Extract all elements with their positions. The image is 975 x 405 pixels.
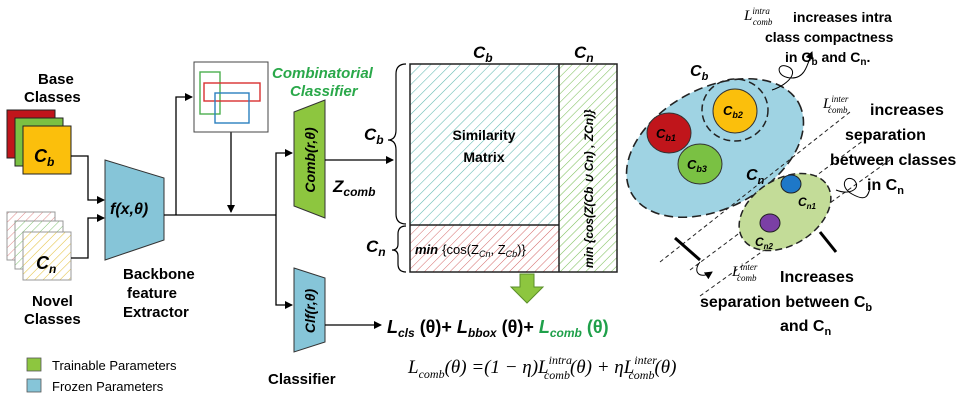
green-down-arrow <box>509 273 545 304</box>
matrix-col-cb: Cb <box>473 43 493 65</box>
legend-trainable-swatch <box>26 357 42 372</box>
cb2-label: Cb2 <box>723 103 743 120</box>
comb-block <box>293 99 326 219</box>
to-comb-arrow <box>275 149 293 215</box>
separation-bar-left <box>674 236 701 262</box>
cb-cluster-label: Cb <box>690 63 709 83</box>
inter-note-symbol: Linter comb <box>822 94 849 115</box>
inter-note-line3: between classes <box>830 152 956 169</box>
legend-frozen-label: Frozen Parameters <box>52 379 164 394</box>
intra-note-symbol: Lintra comb <box>743 6 773 27</box>
base-classes-label-1: Base <box>38 71 74 88</box>
legend-frozen-swatch <box>26 378 42 393</box>
cb2-boundary <box>701 78 769 142</box>
cb2-circle <box>712 88 758 134</box>
matrix-row-cb: Cb <box>364 125 384 147</box>
comb-title-2: Classifier <box>290 83 359 100</box>
cn2-dot <box>759 213 781 233</box>
base-card-label: Cb <box>34 146 54 169</box>
matrix-cb-block <box>410 64 559 225</box>
row-brace-cn <box>391 225 407 273</box>
cb3-label: Cb3 <box>687 157 707 174</box>
matrix-row-cn: Cn <box>366 237 386 259</box>
matrix-frame <box>409 63 618 273</box>
bottom-note-line3: and Cn <box>780 318 831 338</box>
matrix-cn-row-block <box>410 225 559 272</box>
matrix-cn-col-block <box>559 64 617 272</box>
cb1-circle <box>646 112 692 154</box>
cb1-label: Cb1 <box>656 126 676 143</box>
matrix-bottom-text: min {cos(ZCn, ZCb)} <box>415 242 527 259</box>
separation-bar-right <box>818 231 838 253</box>
to-clf-arrow <box>275 215 293 309</box>
backbone-caption-2: feature <box>127 285 177 302</box>
bottom-note-symbol: Linter comb <box>731 262 758 283</box>
legend-trainable-label: Trainable Parameters <box>52 358 177 373</box>
cb3-circle <box>677 143 723 185</box>
intra-curly-arrow <box>771 51 814 91</box>
bottom-note-line2: separation between Cb <box>700 294 872 314</box>
clf-block-label: Clf(r,θ) <box>302 288 318 333</box>
intra-note-line2: class compactness <box>765 29 894 45</box>
cn2-label: Cn2 <box>755 235 774 251</box>
loss-line: Lcls (θ)+ Lbbox (θ)+ Lcomb (θ) <box>387 317 609 340</box>
base-card-yellow <box>22 125 72 175</box>
novel-card-yellow <box>22 231 72 281</box>
proposal-box-red <box>203 82 261 102</box>
matrix-center-1: Similarity <box>452 127 515 143</box>
backbone-block <box>104 159 165 261</box>
z-comb-label: Zcomb <box>332 177 375 199</box>
cn1-label: Cn1 <box>798 195 817 211</box>
cn-cluster <box>738 172 832 252</box>
comb-title-1: Combinatorial <box>272 65 374 82</box>
clf-block <box>293 267 326 353</box>
matrix-col-cn: Cn <box>574 43 594 65</box>
to-proposals-arrow <box>175 93 193 215</box>
classifier-caption: Classifier <box>268 371 336 388</box>
backbone-func-label: f(x,θ) <box>110 201 148 218</box>
inter-note-line4: in Cn <box>867 177 904 197</box>
inter-curly-arrow <box>835 178 871 199</box>
backbone-caption-3: Extractor <box>123 304 189 321</box>
inter-note-line1: increases <box>870 102 944 119</box>
novel-to-backbone-arrow <box>71 214 105 259</box>
bottom-curly-arrow <box>696 261 713 280</box>
matrix-right-text: min {cos(Z(Cb ∪ Cn) , ZCn)} <box>582 109 596 268</box>
novel-card-label: Cn <box>36 253 56 276</box>
novel-classes-label-2: Classes <box>24 311 81 328</box>
backbone-caption-1: Backbone <box>123 266 195 283</box>
cn1-dot <box>780 174 802 194</box>
novel-classes-label-1: Novel <box>32 293 73 310</box>
proposal-box-blue <box>214 92 250 124</box>
proposals-image <box>193 61 269 133</box>
bottom-note-line1: Increases <box>780 269 854 286</box>
comb-block-label: Comb(r,θ) <box>302 127 318 193</box>
cn-cluster-label: Cn <box>746 167 765 187</box>
base-to-backbone-arrow <box>71 155 105 204</box>
intra-note-line3: in Cb and Cn. <box>785 49 870 68</box>
loss-formula: Lcomb(θ) =(1 − η)Lintra comb(θ) + ηLinter… <box>407 353 676 382</box>
separation-line-3 <box>699 159 891 297</box>
inter-note-line2: separation <box>845 127 926 144</box>
row-brace-cb <box>387 63 407 225</box>
base-classes-label-2: Classes <box>24 89 81 106</box>
intra-note-line1: increases intra <box>793 9 892 25</box>
separation-line-1 <box>659 111 851 263</box>
matrix-center-2: Matrix <box>463 149 504 165</box>
